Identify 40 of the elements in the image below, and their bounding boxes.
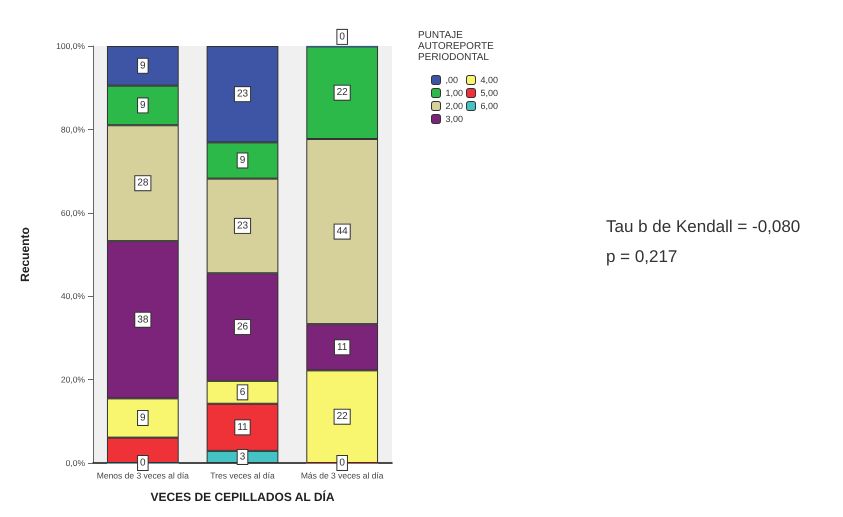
legend-label: 1,00 — [446, 88, 464, 98]
data-label: 9 — [140, 60, 146, 72]
data-label: 0 — [140, 458, 146, 468]
data-label: 3 — [240, 451, 246, 462]
data-label: 26 — [236, 322, 248, 333]
x-axis-title: VECES DE CEPILLADOS AL DÍA — [150, 490, 335, 504]
data-label: 6 — [240, 386, 246, 398]
data-label: 23 — [236, 220, 248, 232]
y-tick-label: 0,0% — [66, 458, 86, 468]
data-label: 11 — [237, 422, 248, 433]
data-label: 22 — [336, 87, 348, 98]
data-label: 9 — [140, 100, 146, 111]
data-label: 9 — [240, 154, 246, 166]
y-tick-label: 60,0% — [60, 208, 86, 218]
y-tick-label: 100,0% — [56, 41, 86, 51]
legend-label: 3,00 — [446, 114, 464, 124]
data-label: 44 — [336, 226, 348, 238]
legend-title: PUNTAJE AUTOREPORTE PERIODONTAL — [418, 30, 497, 63]
x-tick-label: Tres veces al día — [210, 470, 275, 480]
data-label: 0 — [339, 458, 346, 468]
data-label: 28 — [137, 178, 149, 189]
legend-label: 2,00 — [446, 101, 464, 111]
data-label: 11 — [336, 342, 348, 353]
x-tick-label: Más de 3 veces al día — [300, 470, 384, 480]
data-label: 22 — [336, 411, 348, 422]
text: p = 0,217 — [606, 247, 678, 266]
x-tick-label: Menos de 3 veces al día — [96, 470, 190, 480]
legend-label: 6,00 — [480, 101, 498, 111]
y-axis-title: Recuento — [18, 227, 32, 282]
legend-label: 5,00 — [480, 88, 498, 98]
legend-label: ,00 — [446, 75, 458, 85]
text: Tau b de Kendall = -0,080 — [606, 217, 800, 236]
y-tick-label: 40,0% — [60, 291, 86, 302]
legend-label: 4,00 — [480, 75, 498, 85]
data-label: 0 — [339, 31, 346, 42]
y-tick-label: 80,0% — [60, 124, 86, 134]
data-label: 9 — [140, 412, 146, 424]
y-tick-label: 20,0% — [60, 374, 86, 385]
data-label: 23 — [236, 88, 248, 100]
data-label: 38 — [137, 314, 149, 326]
